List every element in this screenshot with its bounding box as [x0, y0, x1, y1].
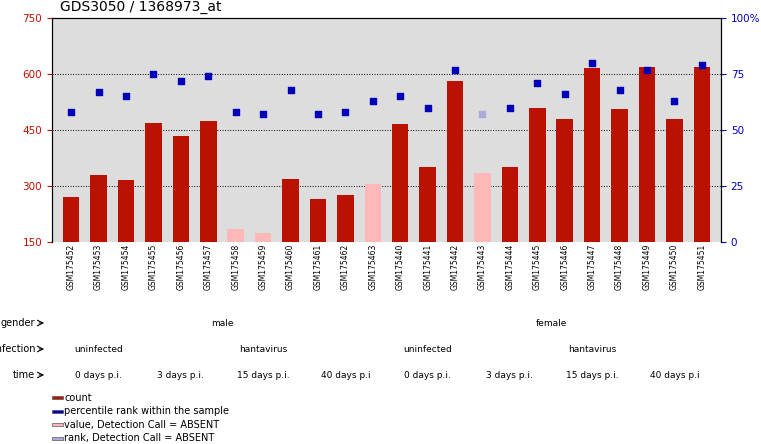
- Bar: [392, 124, 409, 242]
- Bar: [693, 67, 710, 242]
- Bar: [118, 180, 134, 242]
- Text: gender: gender: [1, 318, 35, 328]
- Bar: [584, 68, 600, 242]
- Text: 0 days p.i.: 0 days p.i.: [404, 370, 451, 380]
- Bar: [52, 396, 63, 399]
- Text: hantavirus: hantavirus: [568, 345, 616, 353]
- Bar: [228, 229, 244, 242]
- Text: count: count: [64, 393, 92, 403]
- Bar: [173, 135, 189, 242]
- Point: [148, 71, 160, 78]
- Text: 3 days p.i.: 3 days p.i.: [486, 370, 533, 380]
- Bar: [666, 119, 683, 242]
- Point: [202, 73, 215, 80]
- Point: [230, 108, 242, 115]
- Bar: [52, 437, 63, 440]
- Bar: [365, 184, 381, 242]
- Text: time: time: [13, 370, 35, 380]
- Bar: [282, 178, 299, 242]
- Text: infection: infection: [0, 344, 35, 354]
- Text: hantavirus: hantavirus: [239, 345, 287, 353]
- Text: 3 days p.i.: 3 days p.i.: [158, 370, 204, 380]
- Bar: [611, 110, 628, 242]
- Bar: [337, 195, 354, 242]
- Text: male: male: [211, 318, 233, 328]
- Point: [668, 97, 680, 104]
- Point: [285, 86, 297, 93]
- Text: 40 days p.i: 40 days p.i: [650, 370, 699, 380]
- Bar: [145, 123, 161, 242]
- Point: [504, 104, 516, 111]
- Bar: [200, 121, 217, 242]
- Point: [367, 97, 379, 104]
- Point: [696, 61, 708, 68]
- Text: rank, Detection Call = ABSENT: rank, Detection Call = ABSENT: [64, 433, 215, 444]
- Point: [559, 91, 571, 98]
- Point: [257, 111, 269, 118]
- Text: 15 days p.i.: 15 days p.i.: [237, 370, 289, 380]
- Bar: [529, 107, 546, 242]
- Point: [449, 66, 461, 73]
- Text: uninfected: uninfected: [403, 345, 452, 353]
- Point: [339, 108, 352, 115]
- Point: [175, 77, 187, 84]
- Bar: [638, 67, 655, 242]
- Bar: [474, 173, 491, 242]
- Text: female: female: [535, 318, 567, 328]
- Point: [531, 79, 543, 87]
- Point: [641, 66, 653, 73]
- Text: uninfected: uninfected: [75, 345, 123, 353]
- Bar: [501, 167, 518, 242]
- Point: [394, 93, 406, 100]
- Bar: [52, 424, 63, 426]
- Text: value, Detection Call = ABSENT: value, Detection Call = ABSENT: [64, 420, 219, 430]
- Point: [476, 111, 489, 118]
- Bar: [52, 410, 63, 413]
- Point: [586, 59, 598, 66]
- Bar: [556, 119, 573, 242]
- Bar: [447, 81, 463, 242]
- Bar: [63, 197, 79, 242]
- Point: [422, 104, 434, 111]
- Bar: [255, 233, 272, 242]
- Bar: [310, 199, 326, 242]
- Point: [93, 88, 105, 95]
- Point: [312, 111, 324, 118]
- Point: [613, 86, 626, 93]
- Point: [65, 108, 78, 115]
- Text: 15 days p.i.: 15 days p.i.: [566, 370, 619, 380]
- Bar: [91, 175, 107, 242]
- Text: 40 days p.i: 40 days p.i: [320, 370, 370, 380]
- Text: percentile rank within the sample: percentile rank within the sample: [64, 406, 229, 416]
- Text: GDS3050 / 1368973_at: GDS3050 / 1368973_at: [59, 0, 221, 14]
- Text: 0 days p.i.: 0 days p.i.: [75, 370, 122, 380]
- Point: [120, 93, 132, 100]
- Bar: [419, 167, 436, 242]
